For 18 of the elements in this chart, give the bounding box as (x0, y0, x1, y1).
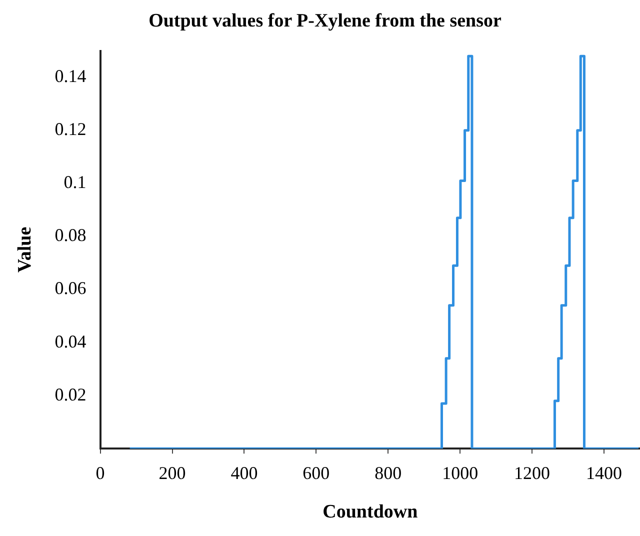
chart-title: Output values for P-Xylene from the sensor (148, 10, 502, 32)
x-tick-label: 200 (158, 463, 186, 484)
y-tick-label: 0.06 (54, 278, 86, 298)
y-tick-label: 0.14 (54, 66, 86, 86)
y-tick-label: 0.1 (64, 172, 86, 192)
x-tick-label: 1200 (514, 463, 550, 484)
y-tick-label: 0.12 (54, 119, 86, 140)
y-tick-label: 0.08 (54, 225, 86, 246)
x-tick-label: 1400 (586, 463, 622, 484)
x-tick-label: 1000 (442, 463, 478, 484)
y-tick-label: 0.02 (54, 384, 86, 404)
x-tick-label: 600 (302, 463, 330, 484)
x-axis-title: Countdown (322, 502, 418, 523)
y-axis-title: Value (14, 226, 36, 273)
x-tick-label: 800 (374, 463, 402, 484)
x-tick-label: 400 (230, 463, 258, 484)
y-tick-label: 0.04 (54, 331, 86, 352)
x-tick-label: 0 (96, 463, 105, 484)
